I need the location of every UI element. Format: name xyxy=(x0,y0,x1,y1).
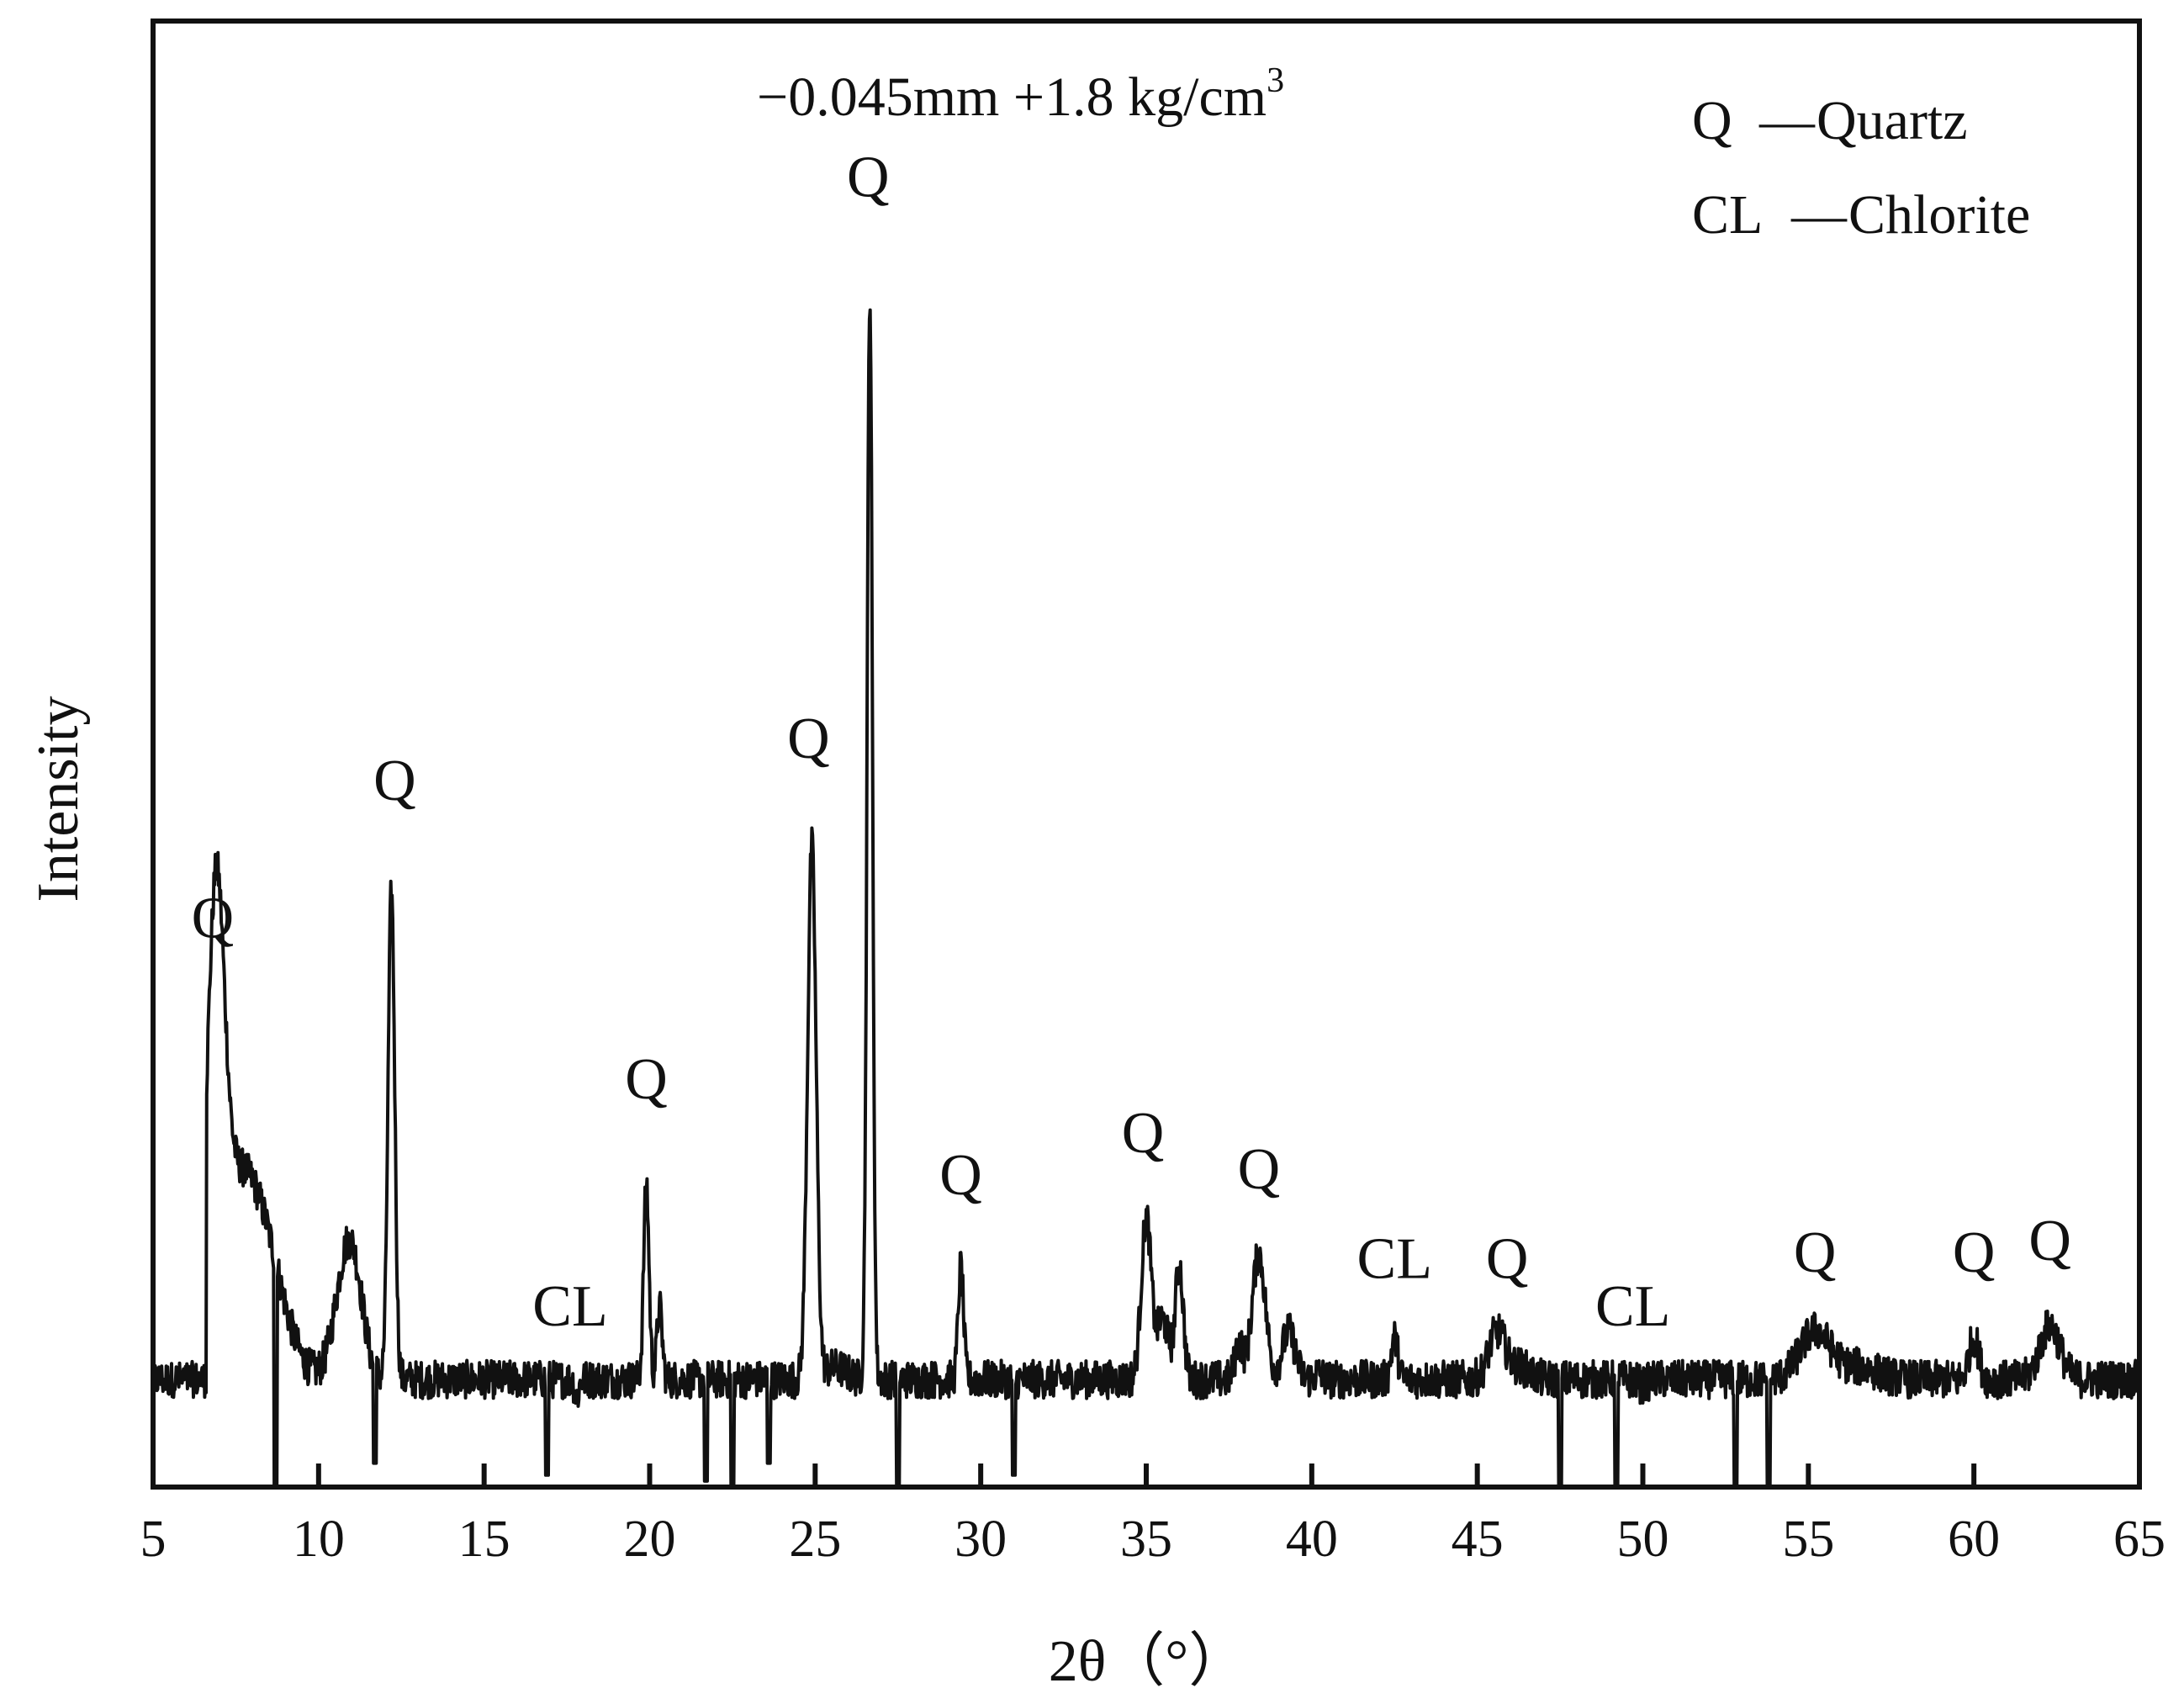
x-tick-label: 55 xyxy=(1782,1511,1834,1568)
legend-name: Chlorite xyxy=(1848,184,2030,246)
legend-entry-chlorite: CL — Chlorite xyxy=(1692,184,2030,246)
x-tick-label: 5 xyxy=(140,1511,167,1568)
sample-label-superscript: 3 xyxy=(1267,61,1284,100)
y-axis-label: Intensity xyxy=(26,696,91,902)
peak-label: Q xyxy=(1122,1101,1165,1166)
x-tick-label: 50 xyxy=(1617,1511,1669,1568)
peak-label: CL xyxy=(532,1274,607,1339)
x-tick-label: 45 xyxy=(1452,1511,1504,1568)
x-tick-label: 35 xyxy=(1120,1511,1172,1568)
sample-label: −0.045mm +1.8 kg/cm3 xyxy=(757,61,1284,128)
peak-label: Q xyxy=(1953,1220,1996,1285)
peak-label: Q xyxy=(939,1143,982,1208)
x-axis-tick-labels: 5 10 15 20 25 30 35 40 45 50 55 60 65 xyxy=(140,1511,2166,1568)
legend-dash: — xyxy=(1758,90,1816,151)
sample-label-main: −0.045mm +1.8 kg/cm xyxy=(757,66,1267,128)
x-axis-label: 2θ（°） xyxy=(1049,1629,1248,1694)
peak-label: Q xyxy=(625,1047,668,1112)
legend: Q — Quartz CL — Chlorite xyxy=(1692,90,2030,246)
xrd-pattern-line xyxy=(153,308,2139,1487)
x-tick-label: 60 xyxy=(1948,1511,2000,1568)
peak-label: Q xyxy=(1794,1220,1837,1285)
legend-dash: — xyxy=(1790,184,1848,246)
x-tick-label: 25 xyxy=(789,1511,841,1568)
x-tick-label: 10 xyxy=(293,1511,345,1568)
legend-entry-quartz: Q — Quartz xyxy=(1692,90,1968,151)
peak-label: CL xyxy=(1595,1274,1670,1339)
legend-code: Q xyxy=(1692,90,1732,151)
x-axis-ticks xyxy=(151,1463,2142,1487)
peak-label: Q xyxy=(192,886,235,950)
legend-name: Quartz xyxy=(1816,90,1968,151)
x-tick-label: 15 xyxy=(458,1511,510,1568)
peak-label: Q xyxy=(787,707,830,771)
x-tick-label: 30 xyxy=(955,1511,1007,1568)
x-tick-label: 40 xyxy=(1286,1511,1338,1568)
peak-label: Q xyxy=(1486,1226,1529,1291)
legend-code: CL xyxy=(1692,184,1763,246)
peak-label: CL xyxy=(1357,1226,1432,1291)
peak-label: Q xyxy=(847,145,890,209)
peak-label: Q xyxy=(2028,1209,2071,1273)
peak-label: Q xyxy=(373,749,416,813)
x-tick-label: 20 xyxy=(624,1511,676,1568)
x-tick-label: 65 xyxy=(2113,1511,2165,1568)
peak-label: Q xyxy=(1238,1137,1281,1202)
